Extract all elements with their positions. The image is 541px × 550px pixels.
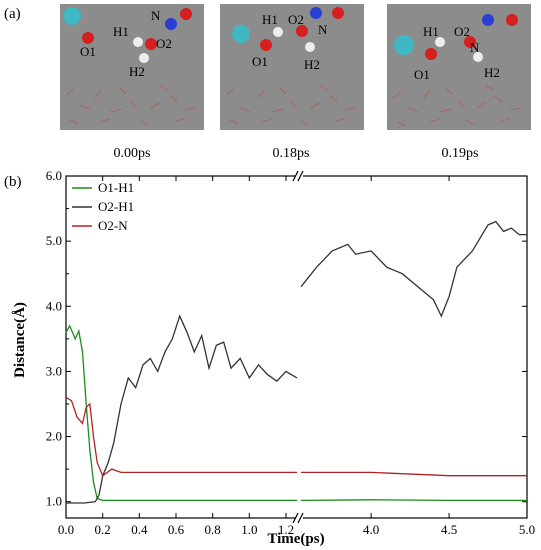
snapshot-3-atom-label: O2 — [454, 24, 470, 39]
y-tick-label: 4.0 — [46, 298, 62, 313]
o1-atom — [260, 39, 272, 51]
snapshot-3-atom-label: H2 — [484, 65, 500, 80]
snapshot-1-atom-label: H2 — [129, 64, 145, 79]
y-tick-label: 2.0 — [46, 429, 62, 444]
series-line-o2-n — [301, 471, 527, 477]
x-tick-label: 0.0 — [58, 522, 74, 537]
series-line-o2-h1 — [66, 314, 298, 504]
snapshot-2-box — [220, 4, 364, 130]
x-tick-label: 1.2 — [278, 522, 294, 537]
snapshot-2-atom-label: O1 — [252, 54, 268, 69]
x-tick-label: 0.4 — [131, 522, 148, 537]
n-atom — [482, 14, 494, 26]
snapshot-3-atom-label: H1 — [423, 24, 439, 39]
snapshot-1-atom-label: O1 — [80, 44, 96, 59]
snapshot-1-time: 0.00ps — [114, 146, 151, 161]
snapshot-2: H1 O2 N O1 H2 0.18ps — [220, 4, 364, 161]
h1-atom — [435, 37, 445, 47]
h1-atom — [133, 37, 143, 47]
snapshot-3: H1 O2 N O1 H2 0.19ps — [387, 4, 531, 161]
legend-label: O2-H1 — [98, 199, 134, 214]
o1-atom — [82, 32, 94, 44]
series-line-o1-h1 — [300, 499, 527, 502]
h2-atom — [139, 53, 149, 63]
y-tick-label: 1.0 — [46, 494, 62, 509]
snapshot-1-atom-label: N — [151, 8, 161, 23]
h2-atom — [305, 42, 315, 52]
snapshot-2-atom-label: H2 — [304, 57, 320, 72]
x-axis-title: Time(ps) — [267, 531, 324, 547]
legend-label: O2-N — [98, 218, 128, 233]
series-line-o2-n — [65, 396, 297, 477]
axis-break-mark — [292, 170, 299, 182]
x-tick-label: 4.0 — [363, 522, 379, 537]
snapshot-3-atom-label: O1 — [414, 67, 430, 82]
snapshot-2-atom-label: N — [318, 22, 328, 37]
series-line-o2-h1 — [300, 220, 527, 318]
series-line-o1-h1 — [65, 324, 297, 502]
n-atom — [310, 7, 322, 19]
o2-atom — [296, 25, 308, 37]
axis-break-mark — [292, 512, 299, 524]
na-atom — [232, 25, 250, 43]
na-atom — [63, 7, 81, 25]
o-atom — [332, 7, 344, 19]
snapshot-1-solvent — [65, 85, 196, 126]
x-tick-label: 0.6 — [168, 522, 185, 537]
snapshot-2-atom-label: O2 — [288, 12, 304, 27]
h2-atom — [473, 52, 483, 62]
snapshot-1-box — [60, 4, 204, 130]
axis-break-mark — [297, 512, 304, 524]
y-tick-label: 5.0 — [46, 233, 62, 248]
snapshot-1-atom-label: H1 — [113, 24, 129, 39]
plot-frame — [65, 175, 528, 519]
snapshot-3-time: 0.19ps — [442, 146, 479, 161]
axis-break-gap — [295, 171, 303, 181]
x-tick-label: 0.2 — [95, 522, 111, 537]
na-atom — [394, 35, 414, 55]
snapshot-1-atom-label: O2 — [156, 36, 172, 51]
x-tick-label: 0.8 — [205, 522, 221, 537]
panel-b-label: (b) — [4, 174, 22, 190]
legend-label: O1-H1 — [98, 180, 134, 195]
y-tick-label: 3.0 — [46, 363, 62, 378]
panel-a-label: (a) — [4, 6, 21, 22]
snapshot-3-atom-label: N — [470, 40, 480, 55]
o-atom — [506, 14, 518, 26]
x-tick-label: 5.0 — [519, 522, 535, 537]
snapshot-1: N H1 O2 O1 H2 0.00ps — [60, 4, 204, 161]
snapshot-3-solvent — [392, 85, 521, 127]
h1-atom — [273, 27, 283, 37]
x-tick-label: 4.5 — [441, 522, 457, 537]
snapshot-2-time: 0.18ps — [273, 146, 310, 161]
x-tick-label: 1.0 — [241, 522, 257, 537]
o2-atom — [145, 38, 157, 50]
y-tick-label: 6.0 — [46, 168, 62, 183]
axis-break-gap — [295, 513, 303, 523]
snapshot-2-atom-label: H1 — [262, 12, 278, 27]
line-chart: 1.0 2.0 3.0 4.0 5.0 6.0 0.0 0.2 0.4 0.6 0.8 1.0 1.2 4… — [46, 168, 535, 537]
axis-break-mark — [297, 170, 304, 182]
y-axis-title: Distance(Å) — [12, 302, 28, 378]
o1-atom — [425, 48, 437, 60]
o-atom — [180, 8, 192, 20]
snapshot-2-solvent — [225, 85, 356, 126]
o2-atom — [464, 36, 476, 48]
n-atom — [165, 18, 177, 30]
